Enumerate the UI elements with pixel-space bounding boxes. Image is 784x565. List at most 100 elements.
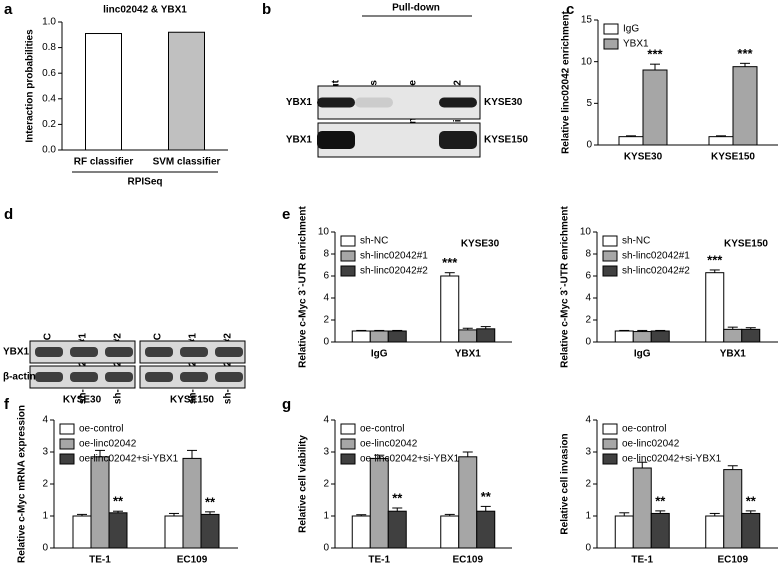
bar — [182, 457, 202, 549]
bar — [632, 331, 652, 343]
bar — [387, 330, 407, 343]
significance: *** — [737, 46, 753, 61]
band — [317, 131, 355, 149]
y-tick-label: 0 — [585, 543, 591, 554]
error-bar — [745, 510, 756, 514]
y-tick-label: 2 — [585, 315, 591, 326]
band — [70, 347, 98, 357]
bar — [705, 515, 725, 549]
y-tick-label: 2 — [585, 479, 591, 490]
legend-label: oe-control — [360, 424, 404, 435]
x-tick-label: EC109 — [452, 555, 483, 565]
y-axis-label: Relative c-Myc 3`-UTR enrichment — [560, 205, 571, 367]
y-axis-label: Relative c-Myc 3`-UTR enrichment — [298, 205, 309, 367]
error-bar — [727, 465, 738, 470]
legend-swatch — [602, 235, 618, 247]
error-bar — [95, 449, 105, 457]
legend-label: sh-NC — [622, 236, 650, 247]
cell-line-label: KYSE30 — [484, 97, 523, 108]
error-bar — [480, 326, 491, 329]
x-tick-label: EC109 — [717, 555, 748, 565]
error-bar — [392, 329, 403, 331]
bar — [650, 512, 670, 549]
chart-title: linc02042 & YBX1 — [103, 5, 187, 16]
significance: ** — [481, 489, 492, 504]
legend-swatch — [59, 453, 75, 465]
legend-label: oe-linc02042 — [622, 439, 680, 450]
error-bar — [169, 512, 179, 516]
cell-line-label: KYSE150 — [484, 135, 528, 146]
band — [145, 347, 173, 357]
error-bar — [709, 269, 720, 273]
error-bar — [113, 510, 123, 513]
y-tick-label: 8 — [323, 249, 329, 260]
y-tick-label: 4 — [42, 415, 48, 426]
protein-label: β-actin — [3, 372, 36, 383]
error-bar — [392, 507, 403, 512]
bar — [351, 330, 371, 343]
error-bar — [619, 512, 630, 516]
bar — [200, 513, 220, 549]
error-bar — [374, 454, 385, 459]
panel-letter: e — [282, 206, 290, 223]
legend-label: oe-control — [622, 424, 666, 435]
bar — [650, 330, 670, 343]
y-tick-label: 10 — [318, 227, 330, 238]
y-tick-label: 1 — [323, 511, 329, 522]
legend-swatch — [603, 38, 619, 50]
band — [70, 372, 98, 382]
band — [215, 347, 243, 357]
band — [439, 131, 477, 149]
error-bar — [745, 327, 756, 330]
error-bar — [444, 272, 455, 276]
error-bar — [727, 326, 738, 330]
significance: *** — [647, 47, 663, 62]
band — [180, 372, 208, 382]
bar — [632, 467, 652, 549]
band — [35, 372, 63, 382]
band — [215, 372, 243, 382]
y-axis-label: Relative cell invasion — [560, 433, 571, 534]
error-bar — [626, 135, 636, 137]
bar — [614, 330, 634, 343]
bar — [351, 515, 371, 549]
x-tick-label: TE-1 — [631, 555, 653, 565]
error-bar — [462, 451, 473, 457]
y-tick-label: 2 — [323, 315, 329, 326]
bar — [476, 328, 496, 343]
bar — [387, 510, 407, 549]
bar — [85, 33, 122, 151]
error-bar — [740, 62, 750, 67]
bar — [705, 272, 725, 343]
protein-label: YBX1 — [286, 135, 313, 146]
y-tick-label: 8 — [585, 249, 591, 260]
bar — [614, 515, 634, 549]
legend-swatch — [602, 438, 618, 450]
bar — [440, 275, 460, 343]
chart-subtitle: KYSE30 — [461, 239, 500, 250]
band — [145, 372, 173, 382]
x-tick-label: IgG — [371, 349, 388, 360]
error-bar — [356, 329, 367, 331]
bar — [741, 512, 761, 549]
legend-swatch — [340, 423, 356, 435]
y-tick-label: 0.0 — [42, 145, 56, 156]
significance: ** — [746, 493, 757, 508]
x-tick-label: RF classifier — [74, 157, 134, 168]
chart-subtitle: KYSE150 — [724, 239, 768, 250]
legend-swatch — [602, 250, 618, 262]
band — [355, 97, 393, 108]
error-bar — [655, 329, 666, 331]
significance: *** — [707, 252, 723, 267]
legend-label: sh-linc02042#1 — [360, 251, 428, 262]
panel-letter: f — [4, 396, 10, 413]
band — [105, 372, 133, 382]
legend-label: IgG — [623, 24, 639, 35]
y-axis-label: Relative cell viability — [298, 435, 309, 533]
y-tick-label: 2 — [323, 479, 329, 490]
error-bar — [637, 461, 648, 468]
legend-label: oe-linc02042 — [79, 439, 137, 450]
bar — [476, 510, 496, 549]
band — [35, 347, 63, 357]
bar — [369, 457, 389, 549]
